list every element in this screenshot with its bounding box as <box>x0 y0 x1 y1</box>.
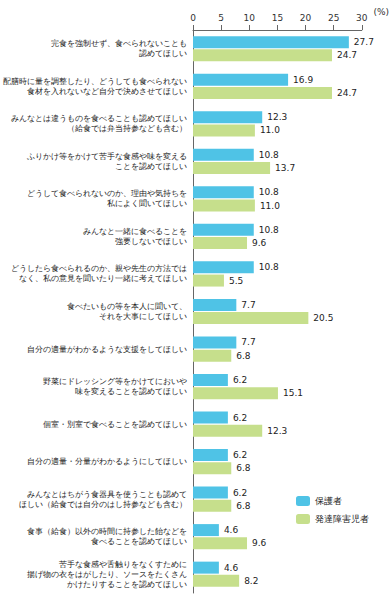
svg-text:0: 0 <box>190 13 196 23</box>
svg-text:6.8: 6.8 <box>236 463 251 473</box>
svg-text:6.2: 6.2 <box>233 488 247 498</box>
svg-text:13.7: 13.7 <box>275 163 295 173</box>
svg-text:30: 30 <box>356 13 368 23</box>
svg-text:15: 15 <box>272 13 283 23</box>
svg-text:なく、私の意見を聞いたり一緒に考えてほしい: なく、私の意見を聞いたり一緒に考えてほしい <box>19 274 187 283</box>
svg-text:6.8: 6.8 <box>236 501 251 511</box>
svg-text:12.3: 12.3 <box>267 112 287 122</box>
svg-text:10.8: 10.8 <box>259 262 279 272</box>
svg-text:食材を入れないなど自分で決めさせてほしい: 食材を入れないなど自分で決めさせてほしい <box>27 87 187 96</box>
svg-text:9.6: 9.6 <box>252 238 267 248</box>
svg-text:4.6: 4.6 <box>224 525 239 535</box>
svg-text:12.3: 12.3 <box>267 426 287 436</box>
svg-text:味を変えることを認めてほしい: 味を変えることを認めてほしい <box>75 387 187 396</box>
svg-text:27.7: 27.7 <box>354 37 374 47</box>
svg-text:個室・別室で食べることを認めてほしい: 個室・別室で食べることを認めてほしい <box>43 420 187 429</box>
svg-text:10.8: 10.8 <box>259 225 279 235</box>
svg-text:発達障害児者: 発達障害児者 <box>315 514 369 524</box>
svg-text:保護者: 保護者 <box>315 496 342 506</box>
svg-text:ふりかけ等をかけて苦手な食感や味を変える: ふりかけ等をかけて苦手な食感や味を変える <box>26 152 187 161</box>
svg-text:揚げ物の衣をはがしたり、ソースをたくさん: 揚げ物の衣をはがしたり、ソースをたくさん <box>27 570 187 579</box>
svg-text:どうしたら食べられるのか、親や先生の方法では: どうしたら食べられるのか、親や先生の方法では <box>11 264 187 273</box>
svg-text:25: 25 <box>328 13 339 23</box>
svg-text:（給食では弁当持参なども含む）: （給食では弁当持参なども含む） <box>67 124 187 133</box>
svg-text:認めてほしい: 認めてほしい <box>139 49 187 58</box>
svg-text:ことを認めてほしい: ことを認めてほしい <box>115 162 187 171</box>
svg-text:みんなとはちがう食器具を使うことも認めて: みんなとはちがう食器具を使うことも認めて <box>27 490 187 499</box>
svg-text:11.0: 11.0 <box>260 201 280 211</box>
svg-text:6.2: 6.2 <box>233 450 247 460</box>
svg-text:完食を強制せず、食べられないことも: 完食を強制せず、食べられないことも <box>51 39 187 48</box>
svg-text:20: 20 <box>300 13 312 23</box>
svg-text:強要しないでほしい: 強要しないでほしい <box>115 237 187 246</box>
svg-text:7.7: 7.7 <box>241 300 255 310</box>
svg-text:どうして食べられないのか、理由や気持ちを: どうして食べられないのか、理由や気持ちを <box>27 189 187 198</box>
svg-text:それを大事にしてほしい: それを大事にしてほしい <box>99 312 187 321</box>
svg-text:5.5: 5.5 <box>229 276 243 286</box>
svg-text:6.2: 6.2 <box>233 413 247 423</box>
svg-text:4.6: 4.6 <box>224 563 239 573</box>
svg-text:10.8: 10.8 <box>259 150 279 160</box>
svg-text:10.8: 10.8 <box>259 187 279 197</box>
svg-text:(%): (%) <box>373 7 389 17</box>
svg-text:私によく聞いてほしい: 私によく聞いてほしい <box>107 199 187 208</box>
svg-text:11.0: 11.0 <box>260 125 280 135</box>
svg-text:苦手な食感や舌触りをなくすために: 苦手な食感や舌触りをなくすために <box>59 560 187 569</box>
svg-text:5: 5 <box>218 13 224 23</box>
svg-text:野菜にドレッシング等をかけてにおいや: 野菜にドレッシング等をかけてにおいや <box>43 377 187 386</box>
svg-text:15.1: 15.1 <box>283 388 303 398</box>
svg-text:24.7: 24.7 <box>337 50 357 60</box>
svg-text:自分の適量・分量がわかるようにしてほしい: 自分の適量・分量がわかるようにしてほしい <box>27 457 187 466</box>
svg-text:10: 10 <box>244 13 256 23</box>
svg-text:9.6: 9.6 <box>252 538 267 548</box>
svg-text:みんなとは違うものを食べることも認めてほしい: みんなとは違うものを食べることも認めてほしい <box>11 114 187 123</box>
svg-text:6.2: 6.2 <box>233 375 247 385</box>
svg-text:食事（給食）以外の時間に持参した飴などを: 食事（給食）以外の時間に持参した飴などを <box>27 527 187 536</box>
svg-text:食べたいもの等を本人に聞いて、: 食べたいもの等を本人に聞いて、 <box>67 302 187 311</box>
svg-text:16.9: 16.9 <box>293 75 313 85</box>
svg-text:自分の適量がわかるような支援をしてほしい: 自分の適量がわかるような支援をしてほしい <box>27 345 187 354</box>
svg-text:みんなと一緒に食べることを: みんなと一緒に食べることを <box>83 227 187 236</box>
svg-text:20.5: 20.5 <box>313 313 333 323</box>
svg-text:6.8: 6.8 <box>236 351 251 361</box>
svg-text:食べることを認めてほしい: 食べることを認めてほしい <box>91 537 187 546</box>
svg-text:配膳時に量を調整したり、どうしても食べられない: 配膳時に量を調整したり、どうしても食べられない <box>3 77 187 86</box>
svg-text:24.7: 24.7 <box>337 88 357 98</box>
svg-text:8.2: 8.2 <box>244 576 258 586</box>
svg-text:かけたりすることを認めてほしい: かけたりすることを認めてほしい <box>67 580 187 589</box>
svg-text:ほしい（給食では自分のはし持参なども含む）: ほしい（給食では自分のはし持参なども含む） <box>19 500 187 509</box>
svg-text:7.7: 7.7 <box>241 337 255 347</box>
